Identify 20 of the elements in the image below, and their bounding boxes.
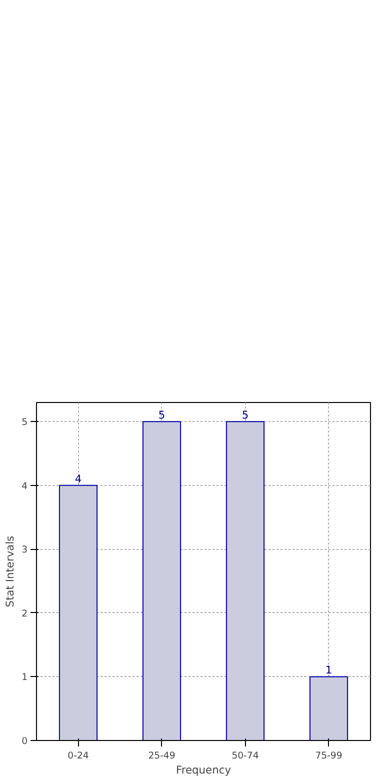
x-tick-label: 50-74 — [232, 750, 259, 762]
bar — [226, 421, 265, 740]
y-tick-label: 2 — [22, 608, 28, 620]
y-tick-label: 3 — [22, 544, 28, 556]
x-tick-label: 75-99 — [315, 750, 342, 762]
bar — [58, 484, 98, 740]
y-tick-label: 0 — [22, 736, 28, 747]
bar — [309, 676, 348, 740]
y-tick-label: 5 — [22, 417, 28, 428]
x-tick-label: 0-24 — [68, 750, 89, 762]
data-label: 4 — [74, 472, 82, 486]
y-tick-label: 4 — [22, 480, 28, 492]
data-label: 5 — [158, 408, 166, 422]
x-tick-label: 25-49 — [148, 750, 176, 762]
data-label: 1 — [325, 664, 332, 677]
y-tick-label: 1 — [22, 672, 28, 684]
x-axis-title: Frequency — [176, 764, 232, 776]
bar — [142, 421, 182, 740]
data-label: 5 — [242, 408, 249, 422]
y-axis-title: Stat Intervals — [4, 535, 17, 608]
